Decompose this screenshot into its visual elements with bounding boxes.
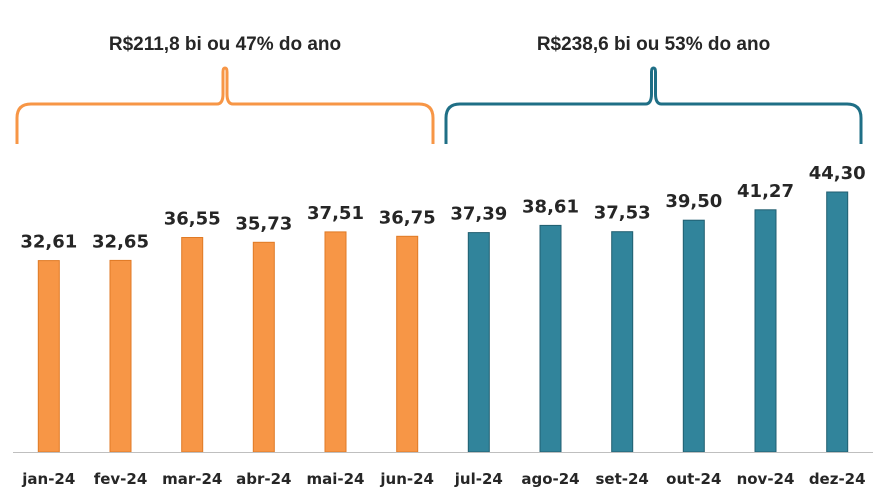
value-label-nov-24: 41,27 [737,181,794,202]
value-labels: 32,61 32,65 36,55 35,73 37,51 36,75 37,39 38,61… [20,163,865,253]
bar-mar-24 [181,237,204,453]
category-label-ago-24: ago-24 [521,470,579,488]
value-label-dez-24: 44,30 [809,163,866,184]
bar-jan-24 [37,260,60,453]
value-label-mar-24: 36,55 [164,209,221,230]
bar-nov-24 [754,209,777,453]
category-label-out-24: out-24 [666,470,721,488]
value-label-jun-24: 36,75 [379,207,436,228]
value-label-ago-24: 38,61 [522,196,579,217]
category-label-jul-24: jul-24 [454,470,503,488]
category-label-jun-24: jun-24 [379,470,434,488]
bar-out-24 [682,219,705,453]
brace-label-second-half: R$238,6 bi ou 53% do ano [537,34,770,55]
bars [37,191,849,453]
bar-abr-24 [252,241,275,453]
value-label-jul-24: 37,39 [450,204,507,225]
category-labels: jan-24 fev-24 mar-24 abr-24 mai-24 jun-24 jul-… [21,470,865,488]
brace-second-half [444,66,863,144]
value-label-jan-24: 32,61 [20,232,77,253]
category-label-set-24: set-24 [596,470,649,488]
bar-set-24 [611,231,634,453]
bar-fev-24 [109,259,132,453]
bar-jul-24 [467,232,490,453]
category-label-nov-24: nov-24 [737,470,795,488]
bar-jun-24 [396,235,419,453]
bar-ago-24 [539,224,562,453]
value-label-out-24: 39,50 [665,191,722,212]
brace-first-half [15,66,435,144]
bar-dez-24 [826,191,849,453]
group-braces: R$211,8 bi ou 47% do ano R$238,6 bi ou 53… [15,34,863,144]
value-label-set-24: 37,53 [594,203,651,224]
category-label-fev-24: fev-24 [94,470,148,488]
brace-label-first-half: R$211,8 bi ou 47% do ano [109,34,341,55]
category-label-mar-24: mar-24 [162,470,222,488]
category-label-jan-24: jan-24 [21,470,75,488]
value-label-abr-24: 35,73 [235,213,292,234]
bar-mai-24 [324,231,347,453]
category-label-abr-24: abr-24 [236,470,291,488]
value-label-mai-24: 37,51 [307,203,364,224]
value-label-fev-24: 32,65 [92,231,149,252]
category-label-mai-24: mai-24 [307,470,365,488]
category-label-dez-24: dez-24 [809,470,866,488]
